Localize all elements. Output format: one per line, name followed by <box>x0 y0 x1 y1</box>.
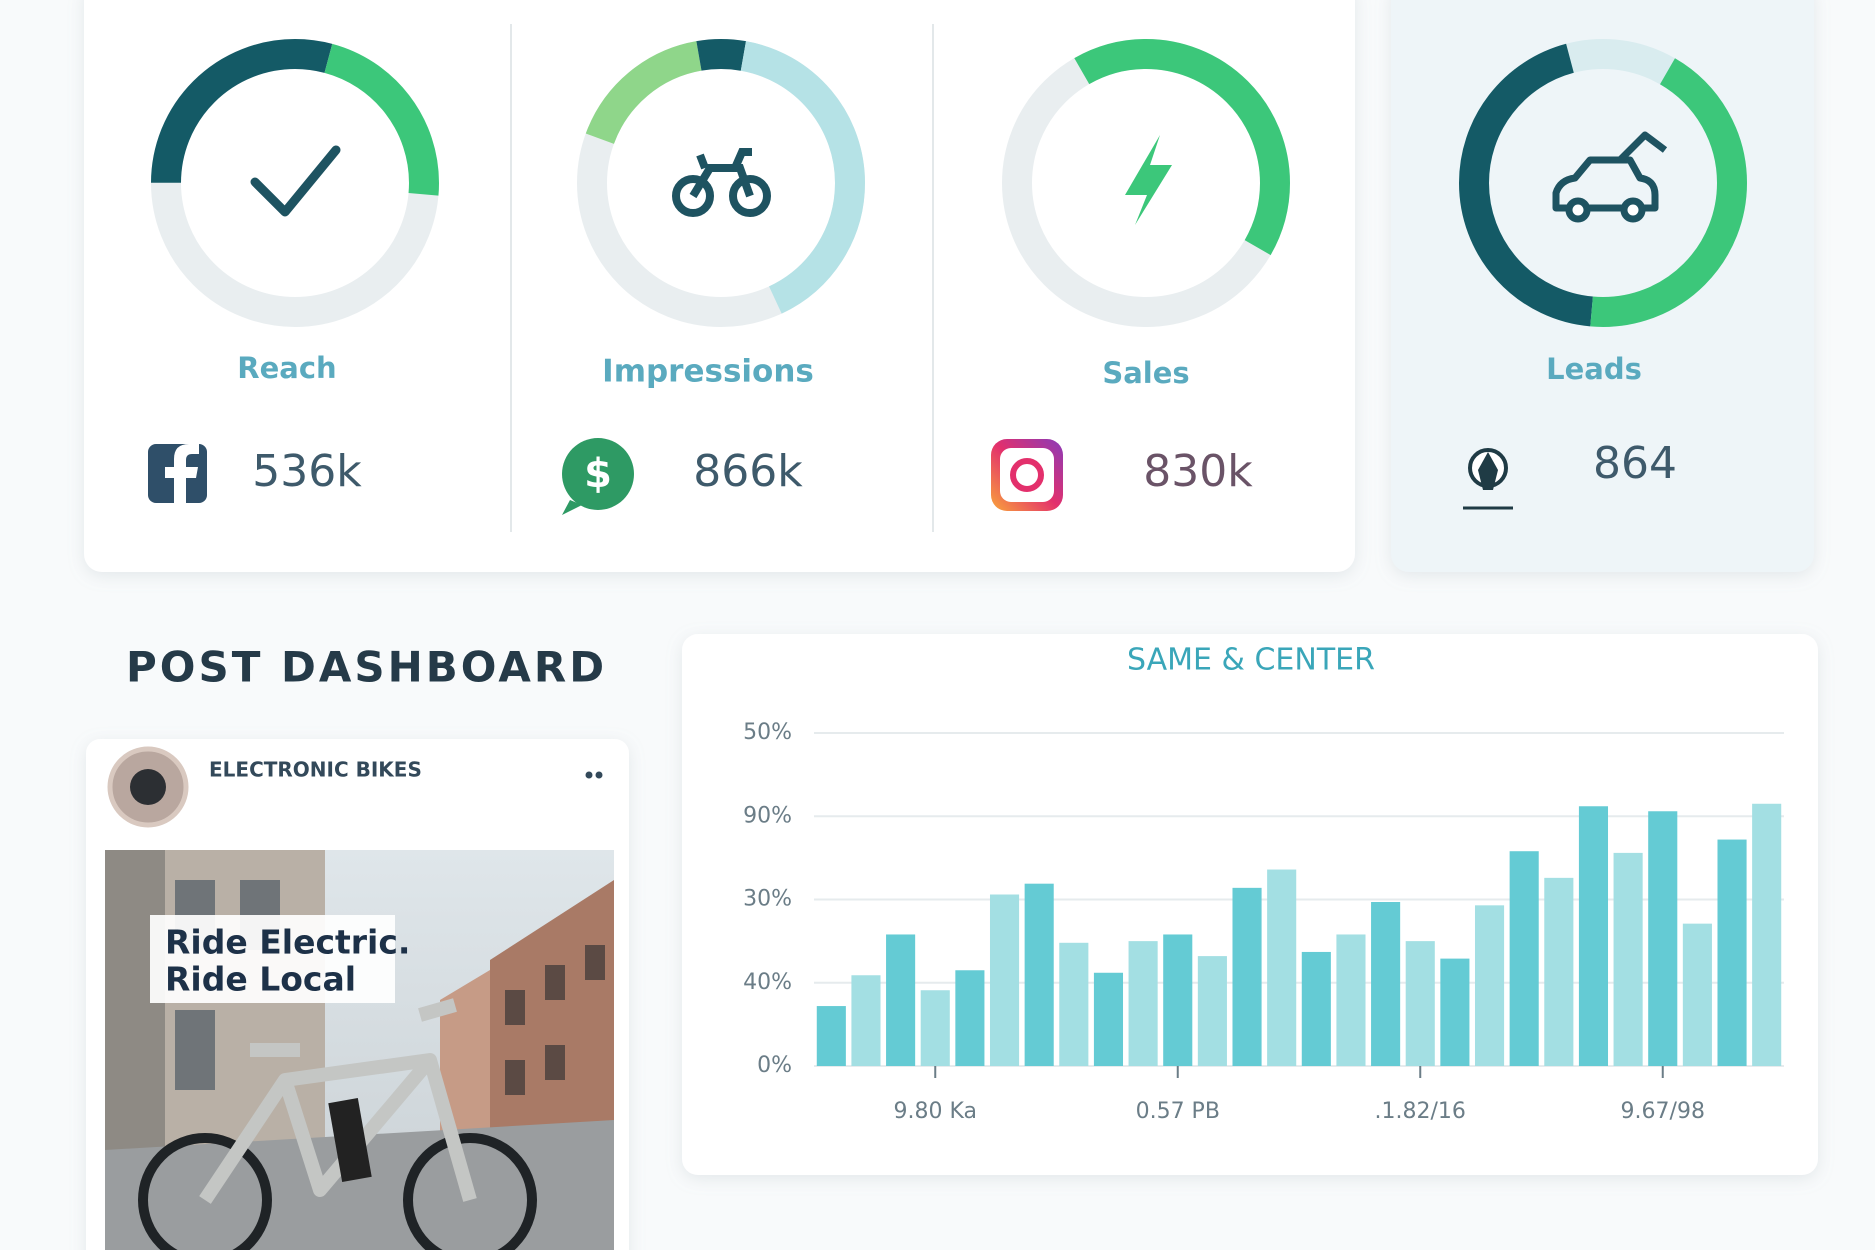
x-tick-label: 9.80 Ka <box>894 1099 978 1124</box>
ring-segment <box>577 39 865 327</box>
bar <box>1163 934 1193 1066</box>
bar <box>1371 901 1401 1066</box>
bar <box>1682 923 1712 1066</box>
bar <box>1232 887 1262 1066</box>
bar <box>1578 806 1609 1066</box>
kpi-label: Impressions <box>602 354 814 390</box>
bar <box>1128 941 1158 1066</box>
x-tick-label: .1.82/16 <box>1375 1099 1466 1124</box>
post-image <box>105 850 614 1250</box>
bar <box>1474 905 1505 1066</box>
avatar-lens <box>130 769 166 805</box>
y-tick-label: 90% <box>743 803 792 828</box>
image-headline: Ride Local <box>165 960 356 999</box>
bar <box>816 1006 846 1066</box>
rings <box>151 39 1747 327</box>
post-account: ELECTRONIC BIKES <box>209 758 422 782</box>
bar <box>955 970 985 1066</box>
bar-chart: 0% 40% 30% 90% 50% 9.80 Ka 0.57 PB .1.82/16 9.67… <box>743 720 1784 1124</box>
bar <box>1059 942 1089 1066</box>
bar <box>851 975 881 1066</box>
bar <box>1024 883 1054 1066</box>
leads-logo <box>1463 448 1513 510</box>
kpi-value: 536k <box>252 446 362 497</box>
ring-segment <box>1002 39 1290 327</box>
kpi-value: 830k <box>1143 446 1253 497</box>
bar <box>1648 811 1678 1066</box>
bar <box>989 894 1020 1066</box>
facebook-glyph <box>165 444 199 503</box>
kpi-value: 866k <box>693 446 803 497</box>
bar <box>1717 839 1747 1066</box>
bar <box>920 990 950 1066</box>
section-title: POST DASHBOARD <box>126 643 607 692</box>
bar <box>886 934 916 1066</box>
bike-icon <box>672 148 771 217</box>
ring-segment <box>151 39 439 327</box>
kpi-label: Sales <box>1102 356 1189 390</box>
ring-segment <box>1459 39 1747 327</box>
y-tick-label: 0% <box>757 1053 792 1078</box>
kpi-value: 864 <box>1593 438 1677 489</box>
bar <box>1336 934 1366 1066</box>
bar <box>1405 941 1435 1066</box>
ring-segment <box>577 39 865 327</box>
instagram-icon <box>991 439 1063 511</box>
bar <box>1440 958 1470 1066</box>
y-tick-label: 30% <box>743 887 792 912</box>
x-tick-label: 0.57 PB <box>1136 1099 1220 1124</box>
car-icon <box>1552 131 1668 223</box>
menu-dot[interactable] <box>595 771 603 779</box>
y-tick-label: 40% <box>743 970 792 995</box>
svg-text:$: $ <box>584 451 612 497</box>
ring-segment <box>151 39 439 327</box>
kpi-label: Reach <box>237 351 336 385</box>
bar <box>1301 951 1331 1066</box>
bar <box>1093 972 1124 1066</box>
ring-segment <box>1459 39 1747 327</box>
bar <box>1544 877 1574 1066</box>
y-tick-label: 50% <box>743 720 792 745</box>
kpi-label: Leads <box>1546 352 1642 386</box>
bar <box>1509 851 1539 1066</box>
x-tick-label: 9.67/98 <box>1621 1099 1705 1124</box>
bar <box>1267 869 1297 1066</box>
bar <box>1197 956 1227 1066</box>
bar <box>1752 803 1782 1066</box>
bolt-icon <box>1125 135 1172 225</box>
image-headline: Ride Electric. <box>165 923 410 962</box>
bar <box>1613 852 1643 1066</box>
menu-dot[interactable] <box>585 771 593 779</box>
chart-title: SAME & CENTER <box>1127 643 1375 678</box>
money-icon: $ <box>562 438 634 515</box>
kpi-card-highlight <box>1391 0 1814 572</box>
check-icon <box>250 145 341 217</box>
